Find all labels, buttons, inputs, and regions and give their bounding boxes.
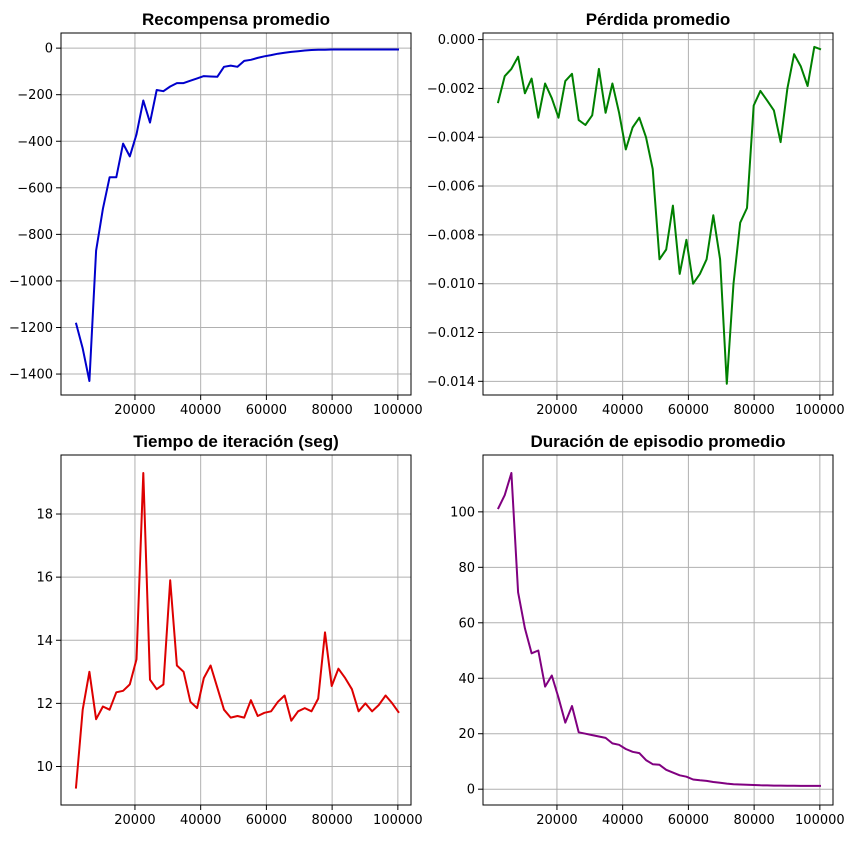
y-tick-label: 80	[458, 561, 475, 576]
plot-frame	[60, 32, 412, 396]
x-tick-label: 40000	[180, 403, 221, 418]
x-tick-label: 100000	[373, 403, 423, 418]
y-tick-label: 20	[458, 727, 475, 742]
y-tick-label: 16	[36, 571, 53, 586]
y-tick-label: 18	[36, 508, 53, 523]
y-tick-label: −200	[17, 88, 53, 103]
subplot-recompensa: 20000 40000 60000 80000 100000 0 −200 −400 −600 −…	[9, 10, 423, 418]
x-tick-label: 80000	[311, 813, 352, 828]
y-tick-label: 12	[36, 697, 53, 712]
subplot-duracion: 20000 40000 60000 80000 100000 0 20 40 60 80 100 Du…	[450, 432, 845, 828]
y-tick-label: 60	[458, 616, 475, 631]
y-tick-label: −0.004	[427, 131, 475, 146]
series-line	[496, 45, 822, 385]
y-tick-label: −1400	[9, 368, 53, 383]
chart-title: Pérdida promedio	[586, 10, 731, 29]
y-tick-label: 100	[450, 505, 475, 520]
x-tick-label: 40000	[180, 813, 221, 828]
x-tick-label: 20000	[114, 403, 155, 418]
y-tick-label: 0	[45, 42, 53, 57]
plot-frame	[60, 454, 412, 806]
y-tick-label: −0.010	[427, 277, 475, 292]
x-tick-label: 80000	[733, 403, 774, 418]
x-tick-label: 80000	[311, 403, 352, 418]
x-tick-label: 60000	[668, 403, 709, 418]
y-tick-label: −1000	[9, 274, 53, 289]
subplot-perdida: 20000 40000 60000 80000 100000 0.000 −0.002 −0.…	[427, 10, 845, 418]
x-tick-label: 20000	[114, 813, 155, 828]
x-tick-label: 40000	[602, 403, 643, 418]
y-tick-label: −0.014	[427, 375, 475, 390]
x-tick-label: 100000	[795, 813, 845, 828]
chart-title: Recompensa promedio	[142, 10, 330, 29]
plot-frame	[482, 32, 834, 396]
y-tick-label: 10	[36, 760, 53, 775]
subplot-tiempo: 20000 40000 60000 80000 100000 10 12 14 16 18 Tiem…	[36, 432, 422, 828]
y-tick-label: −0.008	[427, 228, 475, 243]
series-line	[74, 48, 399, 382]
y-tick-label: −0.012	[427, 326, 475, 341]
x-tick-label: 60000	[246, 813, 287, 828]
x-tick-label: 100000	[373, 813, 423, 828]
plot-frame	[482, 454, 834, 806]
y-tick-label: −0.006	[427, 180, 475, 195]
x-tick-label: 20000	[536, 813, 577, 828]
x-tick-label: 100000	[795, 403, 845, 418]
series-line	[497, 472, 821, 787]
x-tick-label: 80000	[733, 813, 774, 828]
chart-title: Tiempo de iteración (seg)	[133, 432, 339, 451]
x-tick-label: 20000	[536, 403, 577, 418]
x-tick-label: 60000	[246, 403, 287, 418]
y-tick-label: −600	[17, 181, 53, 196]
y-tick-label: 14	[36, 634, 53, 649]
chart-title: Duración de episodio promedio	[530, 432, 785, 451]
y-tick-label: −1200	[9, 321, 53, 336]
x-tick-label: 60000	[668, 813, 709, 828]
series-line	[74, 472, 400, 789]
y-tick-label: 0	[467, 783, 475, 798]
y-tick-label: 40	[458, 672, 475, 687]
x-tick-label: 40000	[602, 813, 643, 828]
y-tick-label: −400	[17, 135, 53, 150]
y-tick-label: −0.002	[427, 82, 475, 97]
y-tick-label: −800	[17, 228, 53, 243]
y-tick-label: 0.000	[438, 33, 475, 48]
